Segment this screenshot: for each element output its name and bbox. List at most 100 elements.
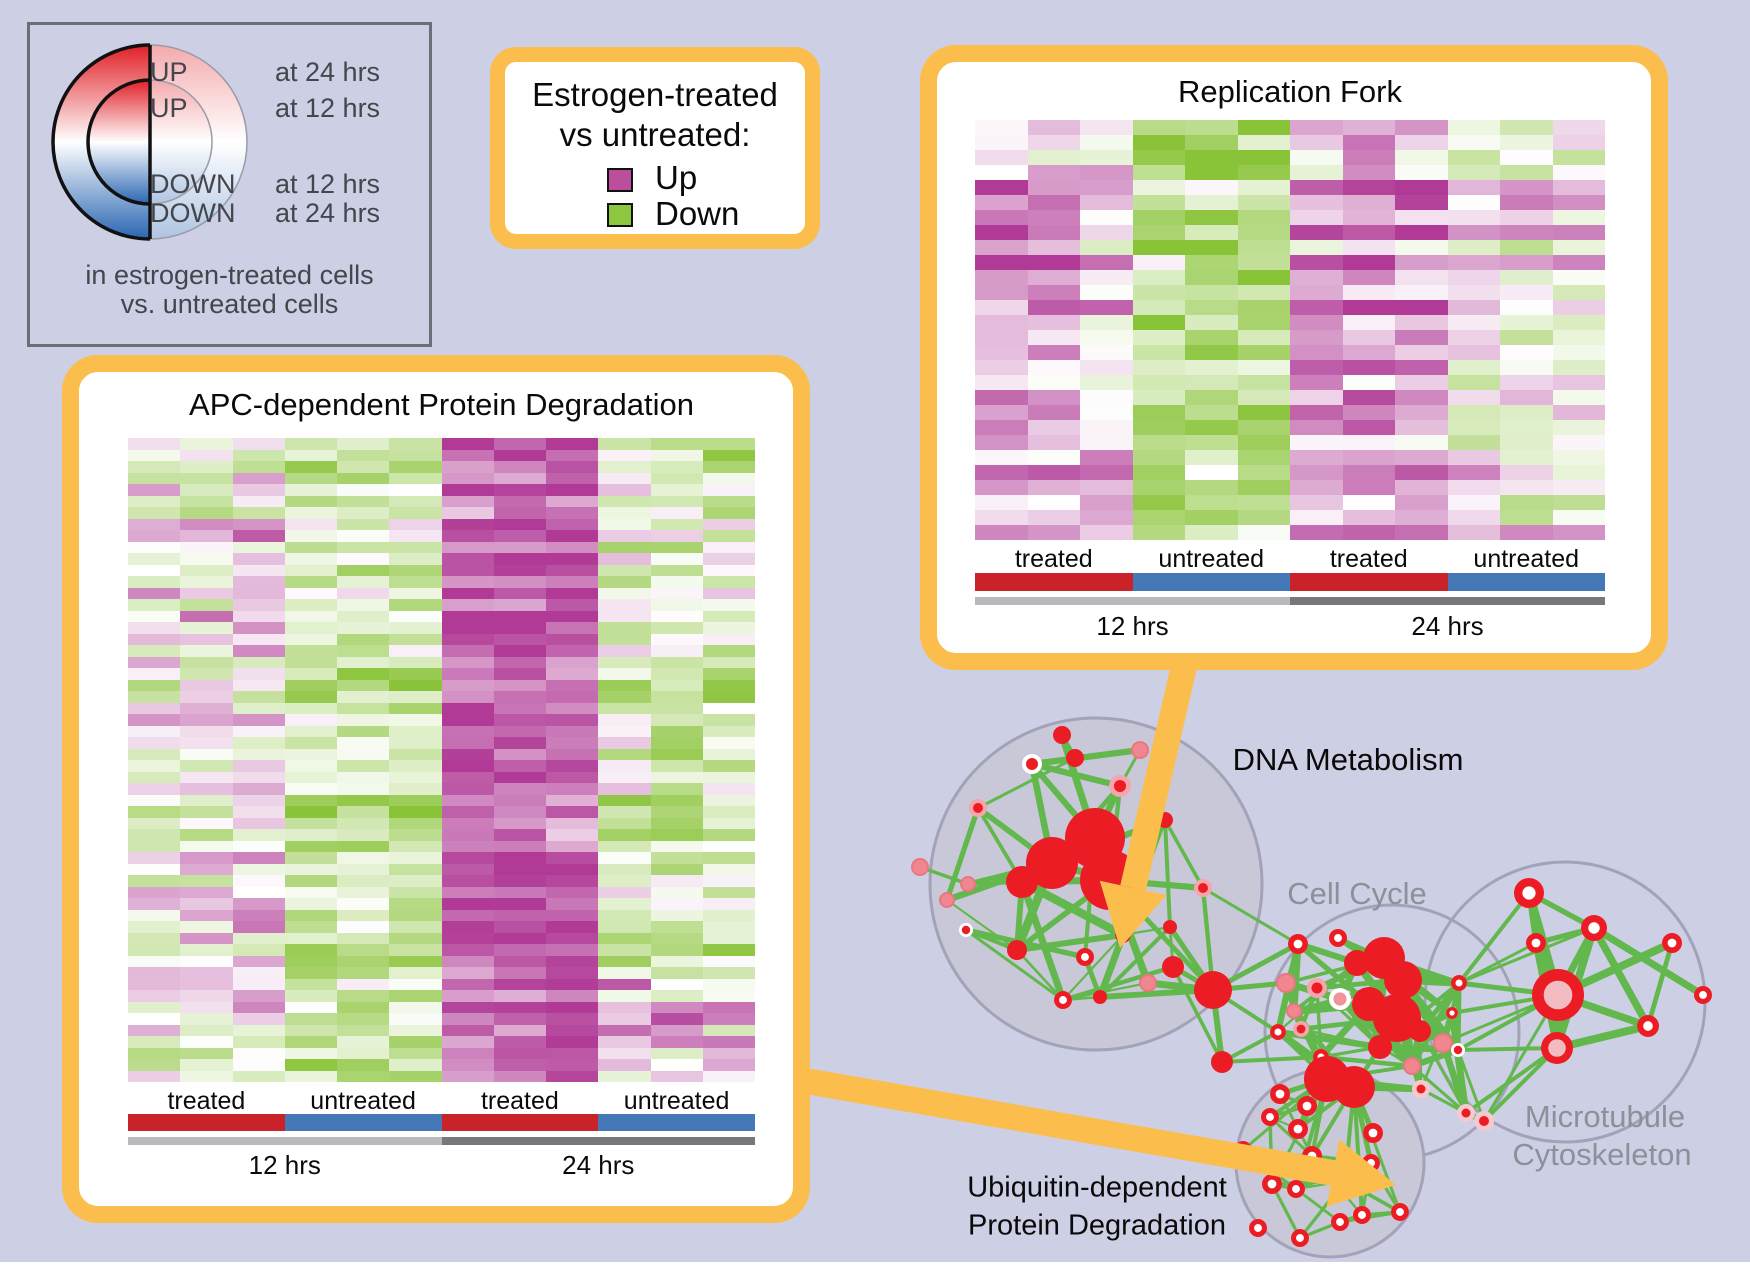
network-node-solid [1093,990,1107,1004]
heatmap-cell [232,518,285,530]
heatmap-cell [180,967,233,979]
heatmap-row [128,530,755,542]
heatmap-cell [1132,225,1185,240]
heatmap-cell [128,576,181,588]
heatmap-cell [598,610,651,622]
heatmap-cell [441,553,494,565]
heatmap-row [128,587,755,599]
heatmap-cell [1080,345,1133,360]
heatmap-cell [441,771,494,783]
heatmap-cell [1132,180,1185,195]
heatmap-cell [232,530,285,542]
heatmap-cell [546,461,599,473]
heatmap-cell [1290,525,1343,540]
heatmap-cell [232,725,285,737]
heatmap-cell [702,944,755,956]
heatmap-cell [1342,270,1395,285]
heatmap-cell [128,714,181,726]
heatmap-cell [1237,135,1290,150]
heatmap-cell [598,438,651,450]
heatmap-row [128,622,755,634]
heatmap-cell [1290,315,1343,330]
heatmap-cell [702,760,755,772]
heatmap-cell [284,461,337,473]
heatmap-cell [180,622,233,634]
heatmap-cell [284,656,337,668]
heatmap-cell [1500,405,1553,420]
heatmap-cell [441,495,494,507]
heatmap-cell [702,622,755,634]
heatmap-row [128,702,755,714]
network-node-solid [1006,866,1038,898]
heatmap-cell [493,875,546,887]
heatmap-cell [1342,225,1395,240]
heatmap-cell [1342,360,1395,375]
network-node-pink [960,876,976,892]
heatmap-cell [1500,210,1553,225]
heatmap-cell [232,737,285,749]
heatmap-cell [1080,255,1133,270]
heatmap-cell [650,484,703,496]
heatmap-cell [232,449,285,461]
heatmap-cell [284,978,337,990]
heatmap-cell [1027,360,1080,375]
heatmap-cell [1290,120,1343,135]
heatmap-cell [1132,465,1185,480]
heatmap-cell [598,507,651,519]
heatmap-cell [284,771,337,783]
heatmap-cell [180,484,233,496]
heatmap-cell [598,541,651,553]
heatmap-cell [702,541,755,553]
untreated-bar [284,1114,442,1131]
heatmap-cell [1237,435,1290,450]
heatmap-cell [650,679,703,691]
heatmap-cell [975,480,1028,495]
heatmap-cell [1500,465,1553,480]
heatmap-cell [232,944,285,956]
heatmap-cell [389,794,442,806]
heatmap-row [975,300,1605,315]
heatmap-cell [1132,390,1185,405]
heatmap-cell [598,886,651,898]
heatmap-cell [1447,420,1500,435]
heatmap-cell [493,748,546,760]
network-edge [965,928,1064,1002]
heatmap-cell [180,553,233,565]
heatmap-cell [1500,495,1553,510]
heatmap-cell [1027,135,1080,150]
heatmap-cell [1080,495,1133,510]
heatmap-row [975,315,1605,330]
network-node-ring [1526,932,1547,953]
heatmap-cell [232,829,285,841]
heatmap-cell [650,1070,703,1082]
heatmap-cell [337,518,390,530]
heatmap-cell [1237,405,1290,420]
heatmap-cell [1552,360,1605,375]
heatmap-cell [180,852,233,864]
heatmap-cell [1080,510,1133,525]
heatmap-cell [546,932,599,944]
heatmap-cell [128,863,181,875]
arrow-head [1326,1139,1396,1207]
heatmap-cell [337,1059,390,1071]
heatmap-cell [546,702,599,714]
heatmap-cell [702,817,755,829]
heatmap-cell [389,817,442,829]
heatmap-cell [493,1036,546,1048]
heatmap-cell [180,679,233,691]
heatmap-cell [702,449,755,461]
heatmap-cell [493,507,546,519]
heatmap-cell [702,553,755,565]
heatmap-cell [128,886,181,898]
heatmap-cell [702,599,755,611]
faded-right-half [150,45,247,239]
heatmap-cell [598,1001,651,1013]
heatmap-cell [1342,135,1395,150]
heatmap-cell [389,599,442,611]
heatmap-cell [546,438,599,450]
network-node-pink [1433,1033,1453,1053]
network-edge [1411,1064,1467,1115]
untreated-bar [598,1114,755,1131]
heatmap-cell [1027,255,1080,270]
heatmap-cell [441,852,494,864]
